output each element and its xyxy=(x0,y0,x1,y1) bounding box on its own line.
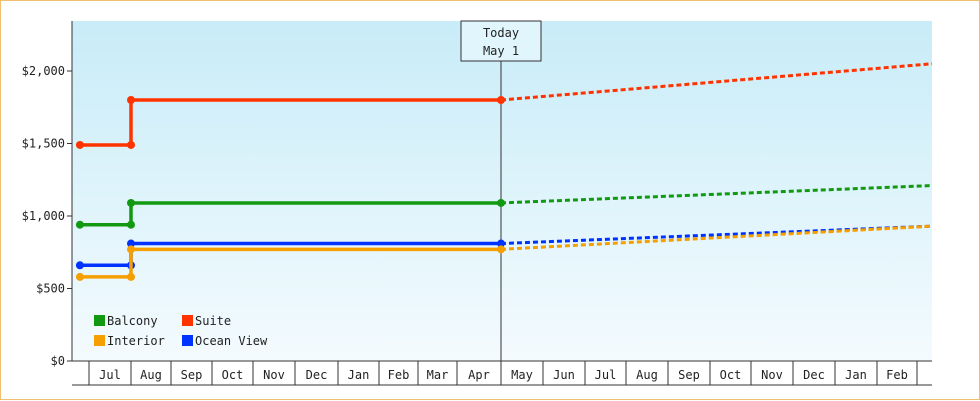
data-point xyxy=(75,140,84,149)
plot-area xyxy=(72,21,932,361)
data-point xyxy=(497,96,505,104)
data-point xyxy=(497,239,505,248)
series-forecast-suite xyxy=(500,62,933,102)
x-tick-label: Oct xyxy=(720,368,742,382)
series-suite xyxy=(75,62,933,149)
data-point xyxy=(75,220,84,229)
x-tick-label: Apr xyxy=(468,368,490,382)
x-tick-label: Jun xyxy=(553,368,575,382)
series-line-interior xyxy=(79,247,501,279)
legend-item-balcony: Balcony xyxy=(94,314,158,328)
x-tick-label: Dec xyxy=(306,368,328,382)
x-tick-label: Feb xyxy=(388,368,410,382)
legend: Balcony Suite Interior Ocean View xyxy=(94,314,268,348)
x-tick-label: Jan xyxy=(348,368,370,382)
legend-item-ocean-view: Ocean View xyxy=(182,334,268,348)
series-lines xyxy=(75,62,933,281)
y-tick-label: $1,000 xyxy=(22,209,65,223)
x-tick-label: May xyxy=(511,368,533,382)
series-line-suite xyxy=(79,98,501,147)
axes: $0 $500 $1,000 $1,500 $2,000 Jul Aug Sep Oct Nov D… xyxy=(22,21,932,386)
legend-swatch xyxy=(182,315,193,326)
x-tick-label: Sep xyxy=(181,368,203,382)
x-tick-label: Nov xyxy=(761,368,783,382)
today-label-line1: Today xyxy=(483,26,519,40)
data-point xyxy=(497,198,505,207)
x-tick-label: Jul xyxy=(595,368,617,382)
x-tick-label: Sep xyxy=(678,368,700,382)
y-tick-label: $2,000 xyxy=(22,64,65,78)
data-point xyxy=(75,272,84,281)
x-tick-label: Oct xyxy=(222,368,244,382)
x-tick-label: Mar xyxy=(427,368,449,382)
legend-label: Suite xyxy=(195,314,231,328)
data-point xyxy=(127,140,135,149)
today-label-line2: May 1 xyxy=(483,44,519,58)
series-line-balcony xyxy=(79,201,501,227)
data-point xyxy=(75,261,84,270)
today-marker: Today May 1 xyxy=(460,20,542,361)
x-tick-label: Jul xyxy=(99,368,121,382)
legend-item-interior: Interior xyxy=(94,334,165,348)
x-tick-label: Jan xyxy=(845,368,867,382)
legend-swatch xyxy=(182,335,193,346)
legend-item-suite: Suite xyxy=(182,314,231,328)
legend-label: Ocean View xyxy=(195,334,268,348)
y-tick-label: $1,500 xyxy=(22,137,65,151)
data-point xyxy=(127,220,135,229)
x-tick-label: Aug xyxy=(140,368,162,382)
data-point xyxy=(127,239,135,248)
x-tick-label: Dec xyxy=(803,368,825,382)
series-interior xyxy=(75,224,933,281)
series-balcony xyxy=(75,184,933,229)
data-point xyxy=(127,198,135,207)
legend-swatch xyxy=(94,315,105,326)
data-point xyxy=(497,245,505,254)
x-tick-label: Feb xyxy=(886,368,908,382)
legend-label: Interior xyxy=(107,334,165,348)
data-point xyxy=(127,245,135,254)
y-tick-label: $0 xyxy=(51,354,65,368)
y-tick-label: $500 xyxy=(36,282,65,296)
today-label-box xyxy=(460,20,542,62)
data-point xyxy=(127,96,135,104)
x-tick-label: Aug xyxy=(636,368,658,382)
x-tick-label: Nov xyxy=(263,368,285,382)
data-point xyxy=(127,272,135,281)
legend-swatch xyxy=(94,335,105,346)
legend-label: Balcony xyxy=(107,314,158,328)
